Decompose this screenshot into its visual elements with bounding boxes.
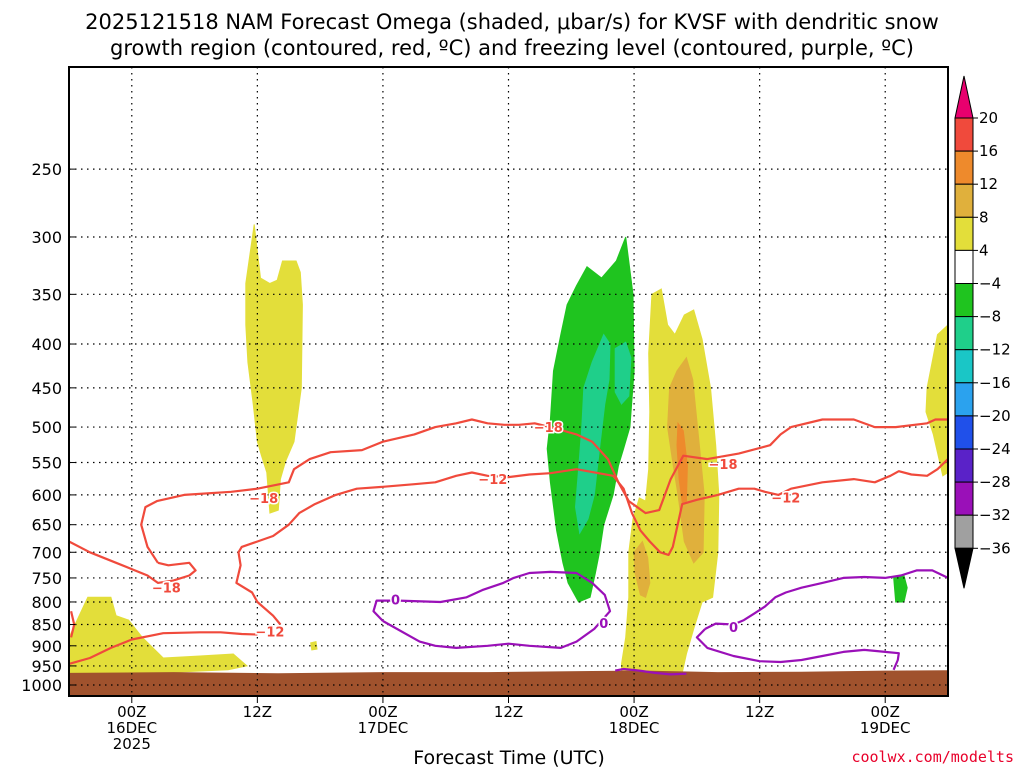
colorbar-bin — [954, 415, 974, 450]
y-tick-label: 750 — [31, 569, 62, 588]
x-tick-label: 16DEC — [106, 719, 157, 737]
colorbar-label: −16 — [979, 374, 1011, 392]
upward-motion-plume-2-upper-core — [614, 341, 632, 405]
contour-label: −12 — [478, 473, 507, 488]
freezing-level-0-east — [704, 569, 948, 630]
colorbar-bin — [954, 283, 974, 318]
colorbar-bin — [954, 481, 974, 516]
x-tick-label: 19DEC — [860, 719, 911, 737]
contour-labels: −18 −18 −18 −18 −12 −12 −12 0 0 0 — [150, 420, 801, 642]
colorbar-label: −20 — [979, 407, 1011, 425]
upward-motion-small-east — [893, 574, 908, 603]
contour-label: −12 — [771, 491, 800, 506]
terrain-fill — [69, 670, 948, 696]
colorbar-bin — [954, 249, 974, 284]
colorbar-bin — [954, 349, 974, 384]
dgz-minus-12-lowlevel — [69, 631, 258, 665]
credit-text: coolwx.com/modelts — [851, 748, 1014, 766]
contour-label: −18 — [709, 458, 738, 473]
colorbar-bin — [954, 382, 974, 417]
colorbar-bin — [954, 216, 974, 251]
y-tick-label: 950 — [31, 657, 62, 676]
colorbar-label: −12 — [979, 341, 1011, 359]
x-tick-label: 00Z — [619, 703, 648, 721]
y-tick-label: 1000 — [21, 676, 62, 695]
colorbar-bin — [954, 514, 974, 549]
x-tick-label: 17DEC — [358, 719, 409, 737]
contour-label: −18 — [249, 492, 278, 507]
y-tick-label: 300 — [31, 228, 62, 247]
x-axis-label: Forecast Time (UTC) — [413, 747, 604, 768]
y-tick-label: 350 — [31, 285, 62, 304]
colorbar-label: 8 — [979, 208, 989, 226]
y-tick-label: 700 — [31, 543, 62, 562]
colorbar-label: −4 — [979, 275, 1001, 293]
colorbar-label: −24 — [979, 440, 1011, 458]
downward-motion-lowlevel-west — [69, 596, 248, 677]
colorbar-label: 20 — [979, 109, 998, 127]
y-tick-label: 400 — [31, 335, 62, 354]
shaded-regions — [69, 224, 948, 682]
x-tick-label: 18DEC — [609, 719, 660, 737]
dgz-minus-18-main — [140, 418, 948, 564]
dgz-minus-18-west — [69, 540, 197, 585]
colorbar-bottom-triangle — [954, 547, 974, 589]
contour-label: −12 — [255, 625, 284, 640]
x-tick-label: 00Z — [117, 703, 146, 721]
colorbar-bin — [954, 448, 974, 483]
contour-label: 0 — [729, 621, 738, 636]
y-tick-label: 800 — [31, 593, 62, 612]
contour-label: 0 — [599, 617, 608, 632]
freezing-level-0-main — [372, 570, 612, 650]
contour-label: 0 — [391, 594, 400, 609]
colorbar-top-triangle — [954, 75, 974, 119]
colorbar-label: −8 — [979, 308, 1001, 326]
y-tick-label: 600 — [31, 486, 62, 505]
downward-motion-plume-1-lower-core — [633, 540, 651, 598]
downward-motion-plume-1 — [621, 288, 720, 682]
terrain-layer — [69, 670, 948, 696]
upward-motion-plume-1 — [245, 224, 303, 514]
colorbar: 20 16 12 8 4 −4 −8 −12 −16 −20 −24 −28 −32 −36 — [954, 75, 1011, 589]
freezing-level-0-surface — [614, 667, 687, 676]
x-tick-label: 12Z — [745, 703, 774, 721]
downward-motion-lowlevel-small — [310, 640, 318, 651]
chart-title-line1: 2025121518 NAM Forecast Omega (shaded, μ… — [85, 10, 939, 34]
colorbar-label: 12 — [979, 175, 998, 193]
colorbar-label: −28 — [979, 473, 1011, 491]
colorbar-label: 4 — [979, 241, 989, 259]
x-tick-label: 00Z — [368, 703, 397, 721]
x-tick-label: 12Z — [494, 703, 523, 721]
grid-lines — [69, 67, 948, 696]
y-tick-label: 250 — [31, 160, 62, 179]
contour-lines — [69, 418, 948, 676]
colorbar-bin — [954, 183, 974, 218]
x-tick-label: 12Z — [243, 703, 272, 721]
y-tick-label: 550 — [31, 454, 62, 473]
x-tick-label: 2025 — [113, 735, 151, 753]
y-tick-label: 650 — [31, 516, 62, 535]
y-tick-label: 850 — [31, 616, 62, 635]
y-tick-label: 900 — [31, 637, 62, 656]
colorbar-label: −36 — [979, 539, 1011, 557]
colorbar-label: −32 — [979, 506, 1011, 524]
chart-title-line2: growth region (contoured, red, ºC) and f… — [110, 36, 914, 60]
y-tick-label: 450 — [31, 379, 62, 398]
colorbar-bin — [954, 117, 974, 152]
x-tick-label: 00Z — [871, 703, 900, 721]
contour-label: −18 — [152, 582, 181, 597]
colorbar-bin — [954, 316, 974, 351]
freezing-level-0-lower — [695, 628, 900, 671]
colorbar-label: 16 — [979, 142, 998, 160]
contour-label: −18 — [534, 421, 563, 436]
y-tick-label: 500 — [31, 418, 62, 437]
colorbar-bin — [954, 150, 974, 185]
y-axis: 250 300 350 400 450 500 550 600 650 700 750 800 850 9… — [21, 160, 75, 695]
downward-motion-upper-east — [925, 324, 948, 477]
dgz-minus-12-main — [235, 458, 948, 626]
